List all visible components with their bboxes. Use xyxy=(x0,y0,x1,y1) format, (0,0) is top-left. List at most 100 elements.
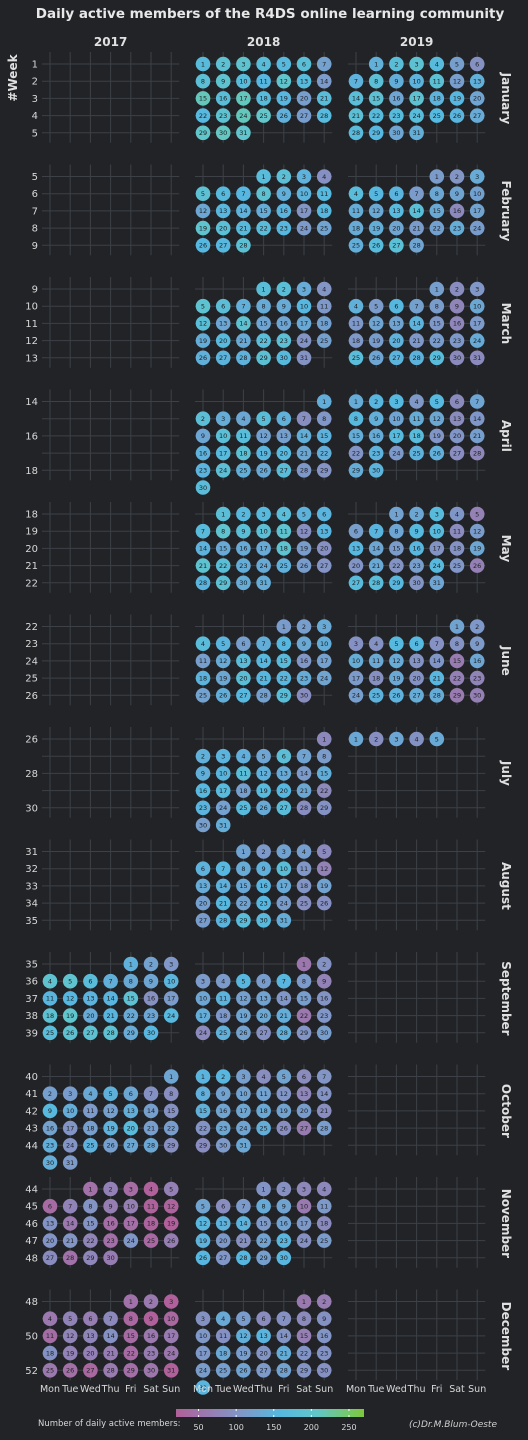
day-cell: 27 xyxy=(236,688,251,703)
day-marker xyxy=(195,1086,211,1101)
day-marker xyxy=(316,670,332,686)
day-number: 27 xyxy=(219,354,227,362)
day-marker xyxy=(316,1311,332,1326)
day-number: 3 xyxy=(169,1298,173,1306)
day-marker xyxy=(42,1250,58,1266)
day-cell: 10 xyxy=(469,186,485,201)
day-cell: 3 xyxy=(348,636,364,651)
day-cell: 25 xyxy=(83,1138,98,1153)
day-number: 11 xyxy=(46,1332,54,1340)
day-cell: 5 xyxy=(195,298,211,314)
day-number: 17 xyxy=(66,1124,74,1132)
day-marker xyxy=(429,428,445,444)
day-marker xyxy=(195,480,211,495)
day-marker xyxy=(256,991,271,1006)
day-marker xyxy=(123,1138,139,1153)
day-cell: 8 xyxy=(123,973,139,989)
day-number: 15 xyxy=(199,95,207,103)
day-marker xyxy=(389,558,404,573)
day-cell: 9 xyxy=(469,636,485,651)
day-marker xyxy=(236,575,251,591)
day-cell: 20 xyxy=(316,541,332,556)
day-cell: 28 xyxy=(316,108,332,123)
day-cell: 5 xyxy=(163,1181,179,1197)
day-marker xyxy=(276,766,292,781)
day-marker xyxy=(62,1216,78,1231)
day-marker xyxy=(316,73,332,89)
day-marker xyxy=(256,541,271,556)
day-number: 29 xyxy=(372,129,380,137)
day-marker xyxy=(195,1120,211,1136)
day-number: 26 xyxy=(66,1029,74,1037)
week-number-label: 25 xyxy=(25,674,38,685)
day-marker xyxy=(236,238,251,253)
day-cell: 12 xyxy=(236,1328,251,1344)
weekday-label-wed: Wed xyxy=(80,1384,101,1395)
day-cell: 19 xyxy=(276,91,292,106)
week-number-label: 33 xyxy=(25,881,38,892)
day-number: 11 xyxy=(46,995,54,1003)
day-marker xyxy=(348,523,364,539)
week-number-label: 3 xyxy=(32,94,38,105)
day-marker xyxy=(103,1363,118,1378)
day-number: 28 xyxy=(239,242,247,250)
day-marker xyxy=(215,463,231,478)
year-label-2018: 2018 xyxy=(247,35,280,49)
day-number: 4 xyxy=(322,173,326,181)
day-marker xyxy=(195,895,211,911)
month-label-october: October xyxy=(499,1084,513,1138)
day-marker xyxy=(348,203,364,219)
day-marker xyxy=(215,91,231,106)
day-cell: 17 xyxy=(256,541,271,556)
day-cell: 28 xyxy=(236,1250,251,1266)
day-cell: 5 xyxy=(62,973,78,989)
day-cell: 14 xyxy=(296,428,312,444)
day-number: 17 xyxy=(412,95,420,103)
day-number: 29 xyxy=(239,917,247,925)
day-number: 31 xyxy=(66,1159,74,1167)
week-number-label: 52 xyxy=(25,1366,38,1377)
day-number: 14 xyxy=(280,1332,288,1340)
day-number: 23 xyxy=(259,899,267,907)
day-number: 3 xyxy=(302,1185,306,1193)
day-number: 19 xyxy=(199,337,207,345)
day-marker xyxy=(276,350,292,366)
day-cell: 26 xyxy=(449,108,465,123)
day-number: 7 xyxy=(221,865,225,873)
day-number: 1 xyxy=(169,1073,173,1081)
day-number: 24 xyxy=(320,674,328,682)
day-cell: 16 xyxy=(409,541,424,556)
week-number-label: 5 xyxy=(32,128,38,139)
day-cell: 5 xyxy=(236,1311,251,1326)
day-cell: 17 xyxy=(296,1216,312,1231)
day-number: 19 xyxy=(239,1012,247,1020)
day-marker xyxy=(195,861,211,876)
day-number: 6 xyxy=(354,528,358,536)
day-marker xyxy=(195,766,211,781)
day-marker xyxy=(195,688,211,703)
day-cell: 21 xyxy=(368,558,384,573)
day-number: 4 xyxy=(435,60,439,68)
day-cell: 8 xyxy=(368,73,384,89)
legend-title: Number of daily active members: xyxy=(38,1419,181,1429)
day-cell: 20 xyxy=(296,91,312,106)
day-marker xyxy=(429,169,445,184)
day-cell: 1 xyxy=(429,281,445,297)
day-number: 31 xyxy=(433,579,441,587)
day-cell: 29 xyxy=(296,1363,312,1378)
day-number: 30 xyxy=(412,579,420,587)
day-marker xyxy=(123,973,139,989)
day-marker xyxy=(409,636,424,651)
day-cell: 17 xyxy=(296,203,312,219)
day-marker xyxy=(236,1216,251,1231)
day-marker xyxy=(409,220,424,236)
day-marker xyxy=(429,298,445,314)
day-number: 6 xyxy=(282,415,286,423)
day-number: 5 xyxy=(374,190,378,198)
day-cell: 9 xyxy=(143,1311,159,1326)
day-marker xyxy=(256,766,271,781)
week-number-label: 24 xyxy=(25,656,38,667)
day-cell: 5 xyxy=(368,298,384,314)
day-number: 13 xyxy=(473,78,481,86)
